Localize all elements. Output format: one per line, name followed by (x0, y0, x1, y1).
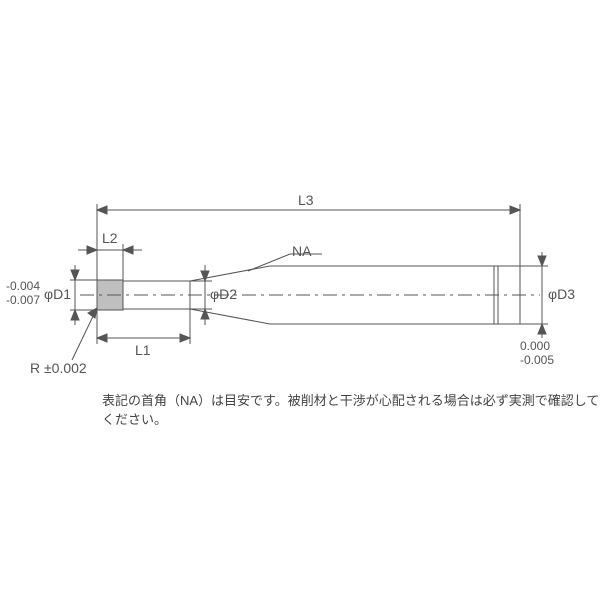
tol-d3-upper: 0.000 (520, 340, 550, 353)
tol-d3-lower: -0.005 (520, 354, 554, 367)
label-phid3: φD3 (548, 286, 575, 302)
label-r-tol: R ±0.002 (30, 360, 87, 376)
label-phid1: φD1 (44, 286, 71, 302)
label-l3: L3 (298, 192, 314, 208)
label-na: NA (292, 243, 311, 259)
label-phid2: φD2 (210, 286, 237, 302)
label-l1: L1 (135, 342, 151, 358)
diagram-stage: L3 L2 NA φD1 φD2 φD3 L1 -0.004 -0.007 0.… (0, 0, 600, 600)
tol-d1-lower: -0.007 (4, 294, 40, 307)
label-l2: L2 (102, 230, 118, 246)
tool-dimension-svg (0, 0, 600, 600)
caption-text: 表記の首角（NA）は目安です。被削材と干渉が心配される場合は必ず実測で確認してく… (102, 390, 600, 428)
tol-d1-upper: -0.004 (4, 280, 40, 293)
